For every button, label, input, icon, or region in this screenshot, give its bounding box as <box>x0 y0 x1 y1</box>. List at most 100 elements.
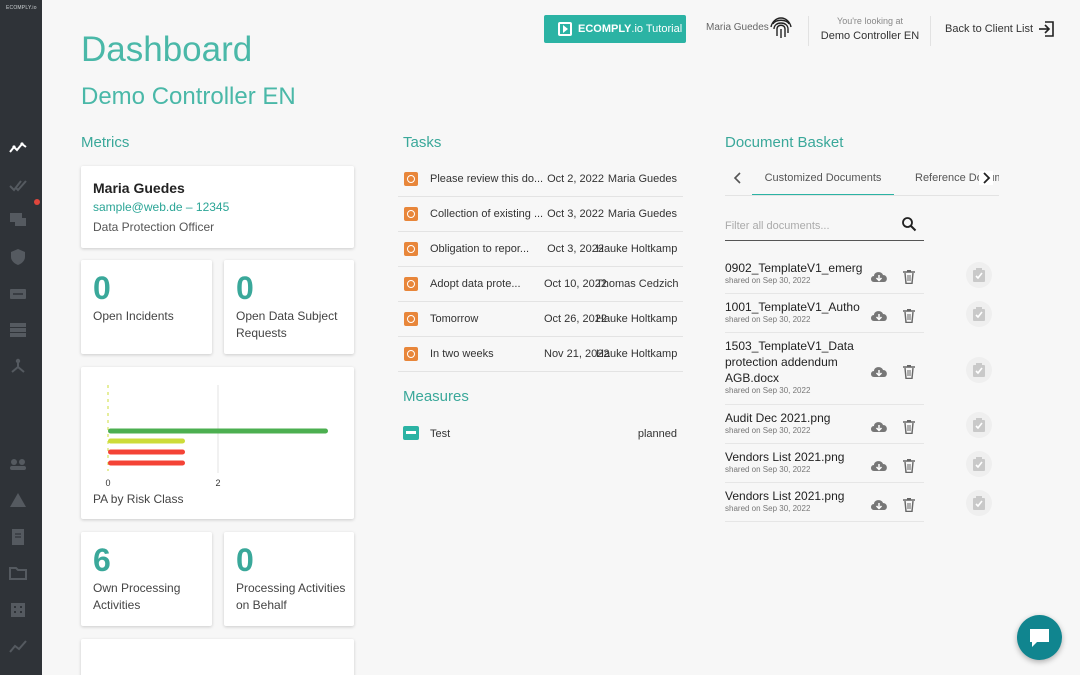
task-icon <box>404 312 418 326</box>
tasks-nav-icon[interactable] <box>9 177 27 193</box>
task-date: Nov 21, 2022 <box>544 348 610 360</box>
dashboard-nav-icon[interactable] <box>9 140 27 156</box>
notification-dot <box>34 199 40 205</box>
own-pa-card[interactable]: 6 Own Processing Activities <box>81 532 212 626</box>
document-shared-date: shared on Sep 30, 2022 <box>725 465 811 474</box>
shield-nav-icon[interactable] <box>9 249 27 265</box>
document-shared-date: shared on Sep 30, 2022 <box>725 315 811 324</box>
share-clipboard-button[interactable] <box>966 262 992 288</box>
building-nav-icon[interactable] <box>9 602 27 618</box>
document-row[interactable]: Vendors List 2021.png shared on Sep 30, 2… <box>725 445 924 483</box>
chat-nav-icon[interactable] <box>9 212 27 228</box>
task-row[interactable]: In two weeks Nov 21, 2022 Hauke Holtkamp <box>398 337 683 372</box>
share-clipboard-button[interactable] <box>966 412 992 438</box>
header-divider <box>808 16 809 46</box>
clipboard-check-icon <box>973 496 985 510</box>
document-name: Vendors List 2021.png <box>725 489 845 503</box>
search-icon[interactable] <box>901 216 917 232</box>
document-row[interactable]: Audit Dec 2021.png shared on Sep 30, 2022 <box>725 406 924 444</box>
task-date: Oct 26, 2022 <box>544 313 607 325</box>
list-nav-icon[interactable] <box>9 322 27 338</box>
download-icon[interactable] <box>870 459 888 473</box>
tutorial-suffix: .io Tutorial <box>631 23 683 35</box>
download-icon[interactable] <box>870 270 888 284</box>
profile-contact[interactable]: sample@web.de – 12345 <box>93 200 230 214</box>
document-row[interactable]: Vendors List 2021.png shared on Sep 30, 2… <box>725 484 924 522</box>
task-row[interactable]: Tomorrow Oct 26, 2022 Hauke Holtkamp <box>398 302 683 337</box>
task-date: Oct 3, 2022 <box>547 208 604 220</box>
page-title: Dashboard <box>81 30 253 69</box>
users-nav-icon[interactable] <box>9 456 27 472</box>
delete-icon[interactable] <box>903 459 915 473</box>
exit-icon[interactable] <box>1038 21 1054 37</box>
download-icon[interactable] <box>870 498 888 512</box>
task-assignee: Maria Guedes <box>607 173 677 185</box>
measure-row[interactable]: Test planned <box>398 420 683 448</box>
fingerprint-icon[interactable] <box>768 15 794 41</box>
network-nav-icon[interactable] <box>9 358 27 374</box>
tab-customized-documents[interactable]: Customized Documents <box>752 162 894 195</box>
warning-nav-icon[interactable] <box>9 492 27 508</box>
document-row[interactable]: 0902_TemplateV1_emerg shared on Sep 30, 2… <box>725 256 924 294</box>
share-clipboard-button[interactable] <box>966 490 992 516</box>
measure-icon <box>403 426 419 440</box>
task-icon <box>404 242 418 256</box>
open-dsr-count: 0 <box>236 270 254 306</box>
task-row[interactable]: Collection of existing ... Oct 3, 2022 Mar… <box>398 197 683 232</box>
document-filter-input[interactable] <box>725 220 895 232</box>
delete-icon[interactable] <box>903 270 915 284</box>
risk-bar <box>108 428 328 434</box>
pa-behalf-card[interactable]: 0 Processing Activities on Behalf <box>224 532 354 626</box>
current-client: Demo Controller EN <box>820 30 920 42</box>
tasks-title: Tasks <box>403 134 442 151</box>
document-row[interactable]: 1503_TemplateV1_Data protection addendum… <box>725 334 924 405</box>
share-clipboard-button[interactable] <box>966 301 992 327</box>
header-divider <box>930 16 931 46</box>
page-subtitle: Demo Controller EN <box>81 83 296 110</box>
delete-icon[interactable] <box>903 498 915 512</box>
tab-reference-documents[interactable]: Reference Documents <box>915 172 999 184</box>
share-clipboard-button[interactable] <box>966 451 992 477</box>
ticket-nav-icon[interactable] <box>9 286 27 302</box>
measure-status: planned <box>637 428 677 440</box>
chat-icon <box>1030 629 1049 647</box>
delete-icon[interactable] <box>903 365 915 379</box>
tutorial-button[interactable]: ECOMPLY.io Tutorial <box>544 15 686 43</box>
download-icon[interactable] <box>870 309 888 323</box>
task-row[interactable]: Obligation to repor... Oct 3, 2022 Hauke H… <box>398 232 683 267</box>
task-date: Oct 3, 2022 <box>547 243 604 255</box>
task-row[interactable]: Adopt data prote... Oct 10, 2022 Thomas Ce… <box>398 267 683 302</box>
user-name[interactable]: Maria Guedes <box>706 22 769 33</box>
task-row[interactable]: Please review this do... Oct 2, 2022 Maria… <box>398 162 683 197</box>
document-row[interactable]: 1001_TemplateV1_Autho shared on Sep 30, 2… <box>725 295 924 333</box>
back-to-client-list-link[interactable]: Back to Client List <box>945 23 1034 35</box>
download-icon[interactable] <box>870 420 888 434</box>
delete-icon[interactable] <box>903 420 915 434</box>
download-icon[interactable] <box>870 365 888 379</box>
open-dsr-label: Open Data Subject Requests <box>236 309 338 340</box>
pa-behalf-label: Processing Activities on Behalf <box>236 581 346 612</box>
task-title: Tomorrow <box>430 313 479 325</box>
open-dsr-card[interactable]: 0 Open Data Subject Requests <box>224 260 354 354</box>
folder-nav-icon[interactable] <box>9 565 27 581</box>
task-icon <box>404 347 418 361</box>
task-assignee: Hauke Holtkamp <box>596 313 678 325</box>
task-title: Collection of existing ... <box>430 208 544 220</box>
measures-title: Measures <box>403 388 469 405</box>
pa-behalf-count: 0 <box>236 542 254 578</box>
chevron-right-icon[interactable] <box>979 171 993 185</box>
analytics-nav-icon[interactable] <box>9 638 27 654</box>
share-clipboard-button[interactable] <box>966 357 992 383</box>
chart-tick-label: 2 <box>215 478 220 487</box>
delete-icon[interactable] <box>903 309 915 323</box>
task-title: Obligation to repor... <box>430 243 530 255</box>
risk-bar <box>108 449 185 455</box>
risk-chart-label: PA by Risk Class <box>93 492 184 506</box>
chat-button[interactable] <box>1017 615 1062 660</box>
document-nav-icon[interactable] <box>9 529 27 545</box>
open-incidents-card[interactable]: 0 Open Incidents <box>81 260 212 354</box>
chevron-left-icon[interactable] <box>731 171 745 185</box>
task-assignee: Maria Guedes <box>607 208 677 220</box>
